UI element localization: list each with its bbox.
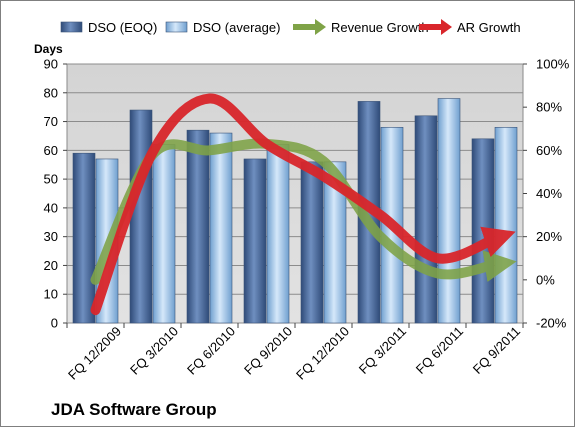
- y2-tick-label: 20%: [536, 229, 562, 244]
- legend-swatch: [165, 21, 188, 33]
- y2-axis: -20% 0% 20% 40% 60% 80% 100%: [523, 57, 570, 331]
- legend: DSO (EOQ) DSO (average) Revenue Growth AR G…: [60, 19, 521, 35]
- bar-dso-eoq: [300, 161, 324, 324]
- x-axis: FQ 12/2009 FQ 3/2010 FQ 6/2010 FQ 9/2010FQ …: [65, 323, 524, 383]
- y-axis-title: Days: [34, 42, 63, 56]
- bar-dso-eoq: [414, 115, 438, 324]
- legend-arrow-icon: [419, 19, 452, 35]
- bar-dso-average: [266, 144, 290, 324]
- bar-dso-eoq: [243, 158, 267, 324]
- x-tick-label: FQ 12/2010: [293, 324, 352, 383]
- bar-dso-average: [152, 144, 176, 324]
- x-tick-label: FQ 9/2010: [241, 324, 295, 378]
- y2-tick-label: 0%: [536, 272, 555, 287]
- legend-label: AR Growth: [457, 20, 521, 35]
- y-tick-label: 60: [44, 143, 58, 158]
- y2-tick-label: -20%: [536, 316, 567, 331]
- y-tick-label: 80: [44, 85, 58, 100]
- y2-tick-label: 60%: [536, 143, 562, 158]
- legend-label: DSO (average): [193, 20, 280, 35]
- y-tick-label: 70: [44, 114, 58, 129]
- legend-label: Revenue Growth: [331, 20, 429, 35]
- y-tick-label: 30: [44, 229, 58, 244]
- bar-dso-eoq: [129, 109, 153, 324]
- y-tick-label: 0: [51, 316, 58, 331]
- line-ar-growth: [90, 93, 516, 316]
- x-tick-label: FQ 3/2011: [356, 324, 409, 377]
- y-tick-label: 90: [44, 57, 58, 72]
- bar-dso-eoq: [186, 129, 210, 324]
- y-tick-label: 10: [44, 287, 58, 302]
- bar-dso-average: [494, 127, 518, 324]
- y-tick-label: 20: [44, 258, 58, 273]
- bar-dso-eoq: [72, 152, 96, 324]
- y2-tick-label: 80%: [536, 100, 562, 115]
- x-tick-label: FQ 9/2011: [470, 324, 523, 377]
- x-tick-label: FQ 6/2010: [184, 324, 238, 378]
- x-tick-label: FQ 12/2009: [65, 324, 124, 383]
- legend-arrow-icon: [293, 19, 326, 35]
- x-tick-label: FQ 3/2010: [127, 324, 181, 378]
- bar-dso-average: [209, 132, 233, 324]
- x-tick-label: FQ 6/2011: [413, 324, 466, 377]
- y2-tick-label: 100%: [536, 57, 570, 72]
- y2-tick-label: 40%: [536, 186, 562, 201]
- legend-swatch: [60, 21, 83, 33]
- bars: [72, 98, 518, 324]
- legend-label: DSO (EOQ): [88, 20, 157, 35]
- chart-title: JDA Software Group: [51, 400, 217, 419]
- y-tick-label: 50: [44, 172, 58, 187]
- bar-dso-average: [323, 161, 347, 324]
- bar-dso-eoq: [471, 138, 495, 324]
- bar-dso-average: [437, 98, 461, 324]
- y-tick-label: 40: [44, 200, 58, 215]
- growth-lines: [90, 93, 517, 316]
- y-axis: 0 10 20 30 40 50 60 70 80 90: [44, 57, 67, 331]
